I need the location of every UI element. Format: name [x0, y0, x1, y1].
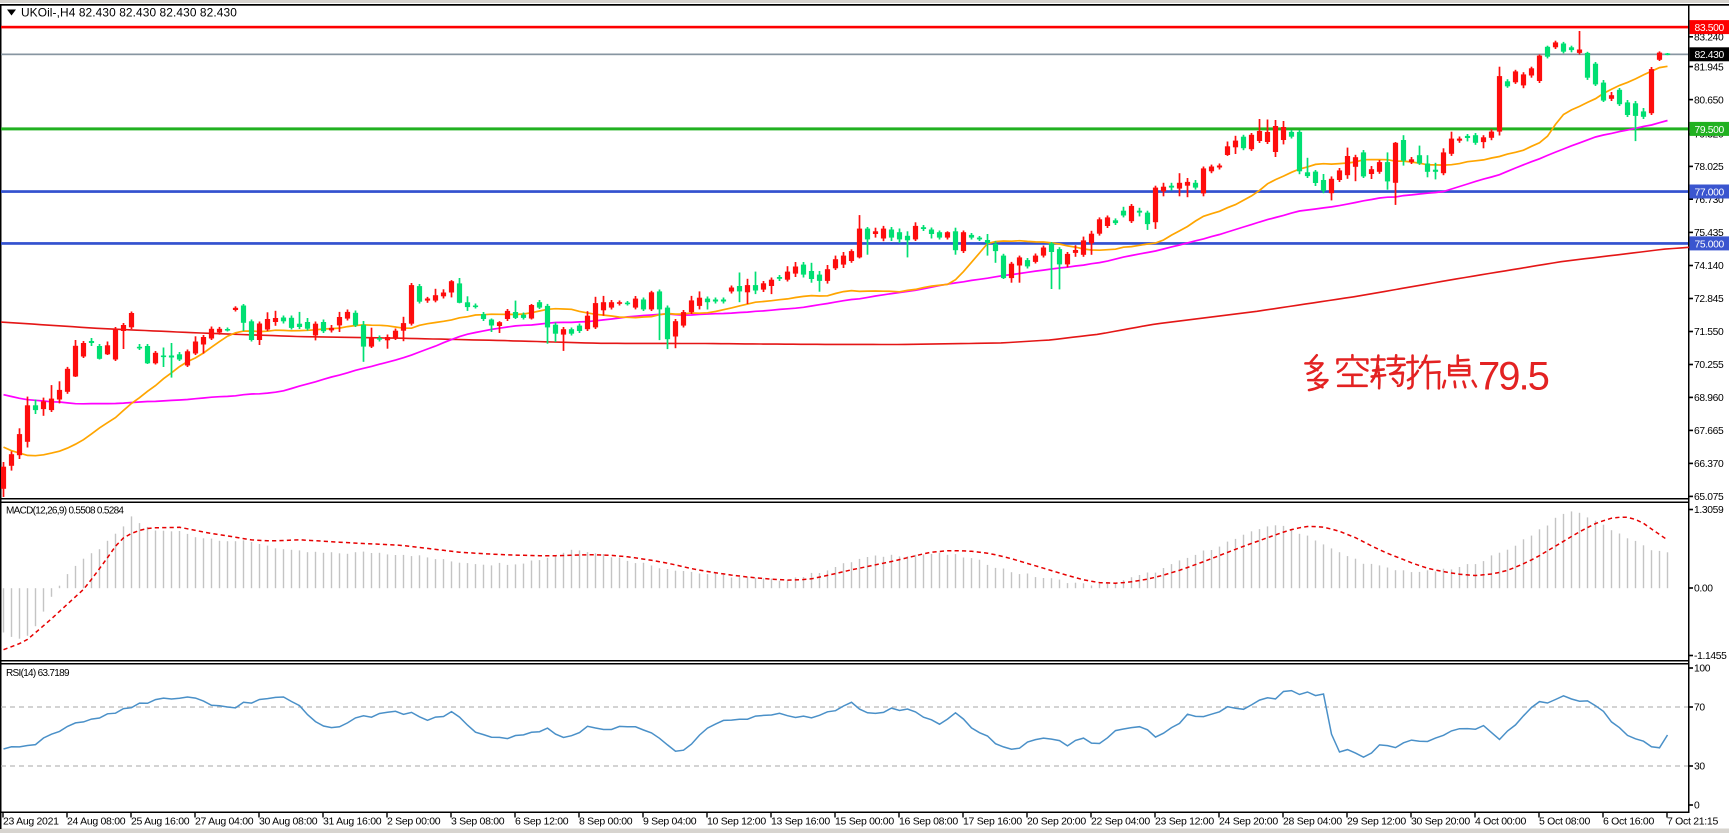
svg-text:17 Sep 16:00: 17 Sep 16:00 [963, 816, 1022, 828]
svg-text:24 Sep 20:00: 24 Sep 20:00 [1219, 816, 1278, 828]
svg-text:31 Aug 16:00: 31 Aug 16:00 [323, 816, 382, 828]
svg-text:MACD(12,26,9) 0.5508 0.5284: MACD(12,26,9) 0.5508 0.5284 [6, 506, 124, 517]
svg-text:3 Sep 08:00: 3 Sep 08:00 [451, 816, 505, 828]
svg-text:20 Sep 20:00: 20 Sep 20:00 [1027, 816, 1086, 828]
svg-text:6 Oct 16:00: 6 Oct 16:00 [1603, 816, 1654, 828]
svg-text:78.025: 78.025 [1694, 162, 1724, 173]
svg-text:30 Sep 20:00: 30 Sep 20:00 [1411, 816, 1470, 828]
svg-text:-1.1455: -1.1455 [1694, 651, 1727, 662]
svg-text:81.945: 81.945 [1694, 62, 1724, 73]
svg-text:0: 0 [1694, 801, 1700, 812]
svg-text:30: 30 [1694, 762, 1705, 773]
svg-text:79.5: 79.5 [1478, 355, 1549, 399]
svg-text:13 Sep 16:00: 13 Sep 16:00 [771, 816, 830, 828]
svg-text:70.255: 70.255 [1694, 360, 1724, 371]
svg-text:23 Aug 2021: 23 Aug 2021 [3, 816, 59, 828]
svg-text:75.000: 75.000 [1695, 239, 1725, 250]
svg-text:76.730: 76.730 [1694, 195, 1724, 206]
svg-text:UKOil-,H4 82.430 82.430 82.43: UKOil-,H4 82.430 82.430 82.430 82.430 [21, 5, 237, 19]
svg-text:67.665: 67.665 [1694, 426, 1724, 437]
svg-text:65.075: 65.075 [1694, 492, 1724, 503]
svg-text:83.500: 83.500 [1695, 23, 1725, 34]
svg-text:28 Sep 04:00: 28 Sep 04:00 [1283, 816, 1342, 828]
svg-text:4 Oct 00:00: 4 Oct 00:00 [1475, 816, 1526, 828]
svg-text:82.430: 82.430 [1695, 50, 1725, 61]
svg-text:83.240: 83.240 [1694, 33, 1724, 44]
svg-text:72.845: 72.845 [1694, 294, 1724, 305]
svg-text:23 Sep 12:00: 23 Sep 12:00 [1155, 816, 1214, 828]
svg-text:5 Oct 08:00: 5 Oct 08:00 [1539, 816, 1590, 828]
svg-text:27 Aug 04:00: 27 Aug 04:00 [195, 816, 254, 828]
svg-text:0.00: 0.00 [1694, 584, 1713, 595]
svg-text:71.550: 71.550 [1694, 327, 1724, 338]
svg-text:75.435: 75.435 [1694, 228, 1724, 239]
svg-text:24 Aug 08:00: 24 Aug 08:00 [67, 816, 126, 828]
svg-text:RSI(14) 63.7189: RSI(14) 63.7189 [6, 668, 70, 679]
svg-text:10 Sep 12:00: 10 Sep 12:00 [707, 816, 766, 828]
svg-text:8 Sep 00:00: 8 Sep 00:00 [579, 816, 633, 828]
svg-text:70: 70 [1694, 703, 1705, 714]
svg-text:2 Sep 00:00: 2 Sep 00:00 [387, 816, 441, 828]
svg-text:7 Oct 21:15: 7 Oct 21:15 [1667, 816, 1718, 828]
svg-text:25 Aug 16:00: 25 Aug 16:00 [131, 816, 190, 828]
svg-text:9 Sep 04:00: 9 Sep 04:00 [643, 816, 697, 828]
svg-text:22 Sep 04:00: 22 Sep 04:00 [1091, 816, 1150, 828]
svg-text:68.960: 68.960 [1694, 393, 1724, 404]
svg-text:15 Sep 00:00: 15 Sep 00:00 [835, 816, 894, 828]
svg-text:74.140: 74.140 [1694, 261, 1724, 272]
svg-text:77.000: 77.000 [1695, 187, 1725, 198]
svg-text:1.3059: 1.3059 [1694, 505, 1724, 516]
svg-text:16 Sep 08:00: 16 Sep 08:00 [899, 816, 958, 828]
svg-text:30 Aug 08:00: 30 Aug 08:00 [259, 816, 318, 828]
svg-text:79.500: 79.500 [1695, 125, 1725, 136]
svg-text:100: 100 [1694, 664, 1711, 675]
svg-text:80.650: 80.650 [1694, 95, 1724, 106]
svg-text:66.370: 66.370 [1694, 459, 1724, 470]
svg-text:6 Sep 12:00: 6 Sep 12:00 [515, 816, 569, 828]
svg-text:29 Sep 12:00: 29 Sep 12:00 [1347, 816, 1406, 828]
